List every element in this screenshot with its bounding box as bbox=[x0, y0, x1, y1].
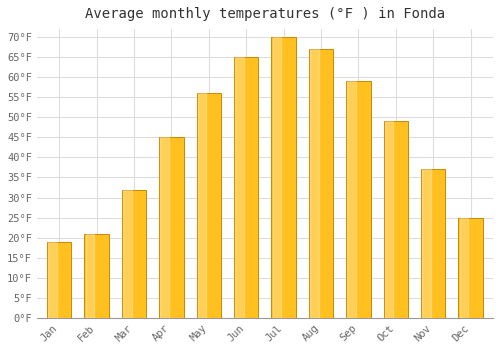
Bar bbox=[309, 49, 333, 318]
Bar bbox=[198, 93, 206, 318]
Bar bbox=[86, 234, 94, 318]
Bar bbox=[122, 189, 146, 318]
Bar bbox=[310, 49, 318, 318]
Bar bbox=[346, 81, 370, 318]
Bar bbox=[234, 57, 258, 318]
Bar bbox=[385, 121, 394, 318]
Bar bbox=[48, 241, 57, 318]
Bar bbox=[236, 57, 244, 318]
Bar bbox=[160, 137, 169, 318]
Bar bbox=[84, 234, 109, 318]
Bar bbox=[458, 218, 483, 318]
Bar bbox=[272, 37, 296, 318]
Bar bbox=[272, 37, 281, 318]
Bar bbox=[47, 241, 72, 318]
Bar bbox=[160, 137, 184, 318]
Bar bbox=[196, 93, 221, 318]
Bar bbox=[460, 218, 468, 318]
Title: Average monthly temperatures (°F ) in Fonda: Average monthly temperatures (°F ) in Fo… bbox=[85, 7, 445, 21]
Bar bbox=[348, 81, 356, 318]
Bar bbox=[384, 121, 408, 318]
Bar bbox=[421, 169, 446, 318]
Bar bbox=[123, 189, 132, 318]
Bar bbox=[422, 169, 431, 318]
